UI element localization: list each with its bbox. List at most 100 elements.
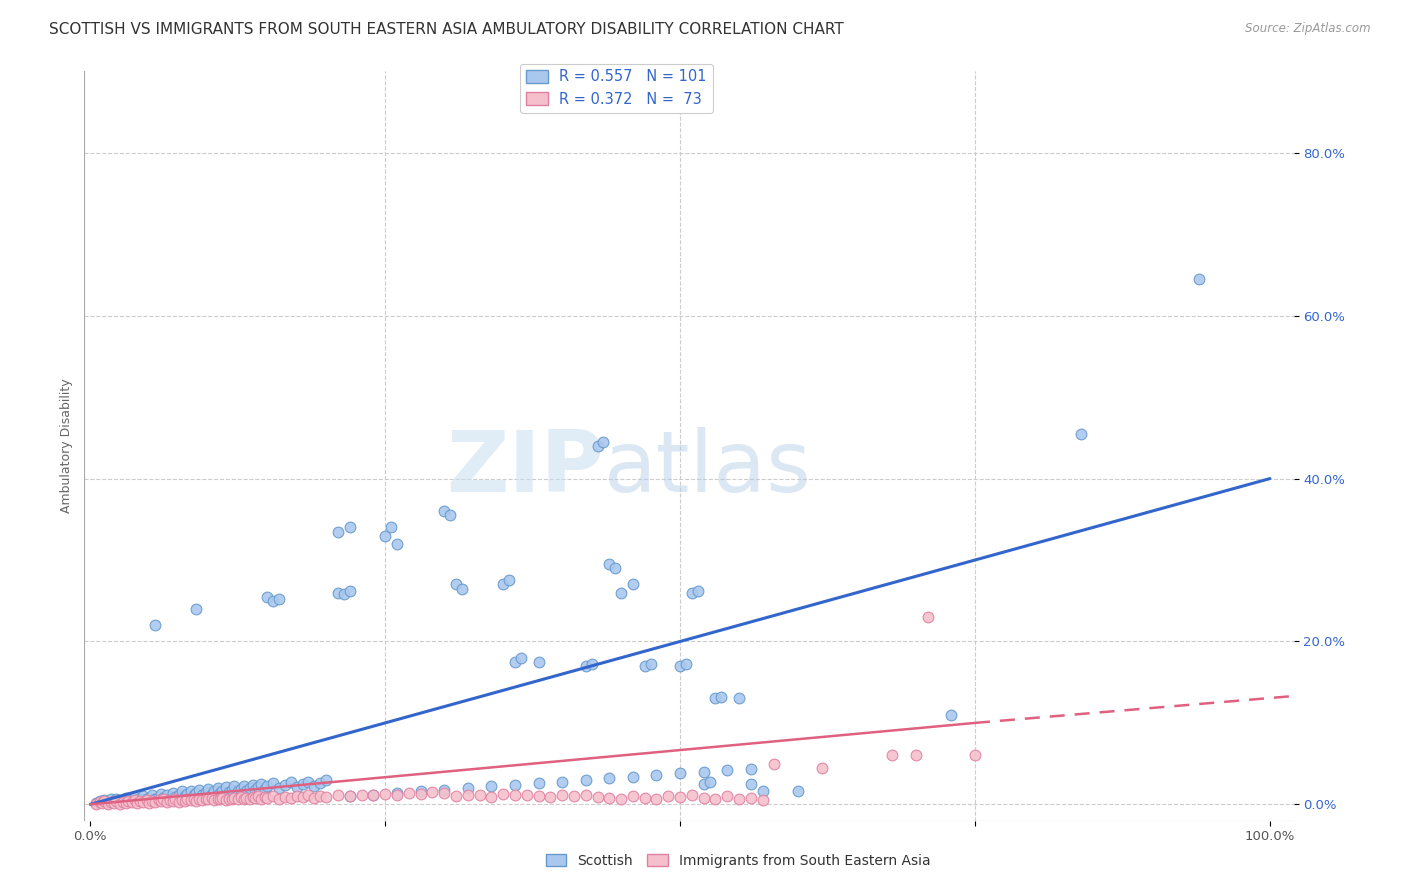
Point	[274, 790, 297, 805]
Point	[176, 787, 198, 801]
Point	[105, 794, 128, 808]
Point	[197, 792, 219, 806]
Point	[450, 582, 472, 596]
Point	[191, 788, 214, 802]
Point	[159, 792, 181, 806]
Point	[152, 790, 174, 805]
Point	[256, 790, 278, 805]
Point	[605, 561, 627, 575]
Point	[363, 788, 385, 802]
Point	[91, 795, 114, 809]
Point	[218, 791, 240, 805]
Point	[201, 787, 224, 801]
Point	[326, 585, 349, 599]
Point	[91, 796, 114, 810]
Point	[173, 794, 195, 808]
Point	[740, 762, 762, 776]
Point	[385, 786, 408, 800]
Point	[253, 781, 276, 796]
Point	[409, 784, 432, 798]
Point	[208, 792, 231, 806]
Point	[280, 790, 302, 805]
Point	[112, 793, 135, 807]
Point	[194, 791, 217, 805]
Point	[135, 793, 157, 807]
Point	[433, 504, 456, 518]
Point	[112, 795, 135, 809]
Point	[704, 691, 727, 706]
Point	[728, 792, 751, 806]
Point	[315, 790, 337, 805]
Point	[704, 791, 727, 805]
Point	[621, 577, 644, 591]
Point	[503, 655, 526, 669]
Point	[152, 792, 174, 806]
Text: Source: ZipAtlas.com: Source: ZipAtlas.com	[1246, 22, 1371, 36]
Point	[167, 788, 190, 802]
Point	[882, 748, 904, 763]
Point	[250, 777, 273, 791]
Point	[172, 793, 194, 807]
Point	[242, 790, 264, 805]
Point	[291, 790, 314, 805]
Legend: R = 0.557   N = 101, R = 0.372   N =  73: R = 0.557 N = 101, R = 0.372 N = 73	[520, 63, 713, 112]
Point	[207, 780, 229, 795]
Point	[191, 793, 214, 807]
Point	[669, 659, 692, 673]
Text: atlas: atlas	[605, 427, 813, 510]
Point	[692, 777, 714, 791]
Point	[256, 590, 278, 604]
Point	[280, 775, 302, 789]
Point	[562, 789, 585, 804]
Point	[787, 784, 810, 798]
Point	[380, 520, 402, 534]
Text: SCOTTISH VS IMMIGRANTS FROM SOUTH EASTERN ASIA AMBULATORY DISABILITY CORRELATION: SCOTTISH VS IMMIGRANTS FROM SOUTH EASTER…	[49, 22, 844, 37]
Point	[187, 792, 209, 806]
Point	[172, 784, 194, 798]
Point	[468, 789, 491, 803]
Point	[751, 793, 773, 807]
Point	[89, 795, 111, 809]
Point	[374, 528, 396, 542]
Point	[315, 772, 337, 787]
Point	[103, 794, 125, 808]
Point	[262, 593, 284, 607]
Point	[610, 585, 633, 599]
Point	[132, 789, 155, 804]
Point	[226, 791, 249, 805]
Point	[592, 434, 614, 449]
Point	[905, 748, 928, 763]
Point	[963, 748, 986, 763]
Point	[208, 786, 231, 800]
Point	[291, 777, 314, 791]
Point	[527, 789, 550, 804]
Point	[238, 791, 260, 805]
Point	[186, 602, 208, 616]
Point	[675, 657, 697, 672]
Point	[304, 790, 326, 805]
Legend: Scottish, Immigrants from South Eastern Asia: Scottish, Immigrants from South Eastern …	[540, 848, 936, 873]
Point	[238, 780, 260, 795]
Point	[941, 707, 963, 722]
Point	[128, 791, 150, 805]
Point	[135, 792, 157, 806]
Point	[274, 778, 297, 792]
Point	[117, 794, 139, 808]
Point	[215, 780, 238, 795]
Point	[148, 793, 170, 807]
Point	[183, 791, 205, 805]
Point	[211, 783, 233, 797]
Point	[226, 784, 249, 798]
Point	[194, 785, 217, 799]
Point	[610, 791, 633, 805]
Point	[262, 776, 284, 790]
Point	[150, 794, 173, 808]
Point	[180, 793, 202, 807]
Point	[285, 780, 308, 795]
Point	[246, 789, 269, 804]
Point	[422, 785, 444, 799]
Point	[215, 793, 238, 807]
Point	[187, 782, 209, 797]
Point	[669, 790, 692, 805]
Point	[740, 777, 762, 791]
